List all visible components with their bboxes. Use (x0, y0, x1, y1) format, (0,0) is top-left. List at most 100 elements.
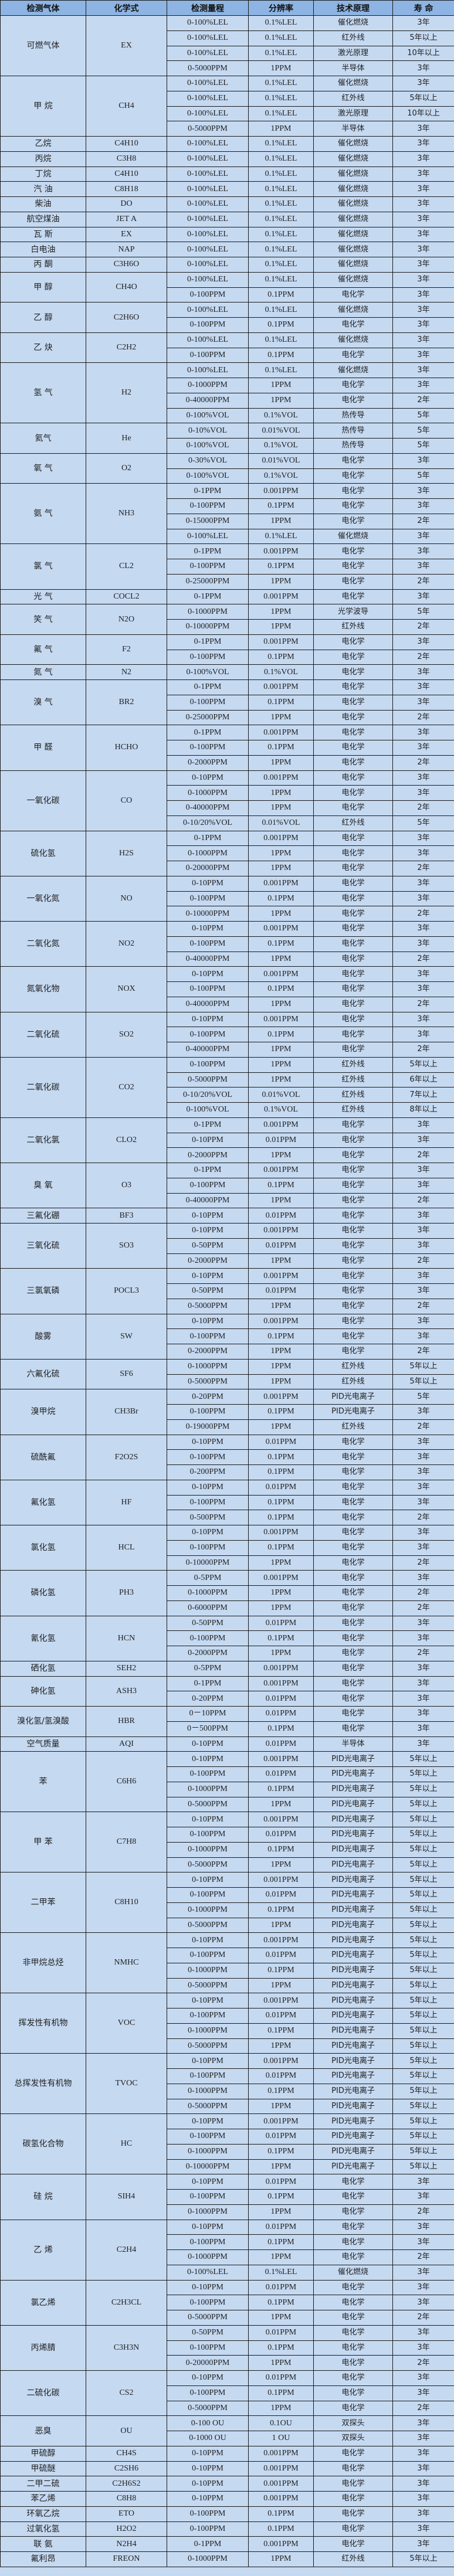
table-row: 0-20000PPM 1PPM 电化学 2年 (1, 861, 454, 876)
principle-cell: 电化学 (313, 2204, 393, 2220)
lifespan-cell: 3年 (392, 1238, 454, 1254)
lifespan-cell: 5年 (392, 423, 454, 439)
resolution-cell: 1PPM (248, 755, 314, 771)
principle-cell: 电化学 (313, 1027, 393, 1042)
table-row: 白电油 NAP 0-100%LEL 0.1%LEL 催化燃烧 3年 (0, 242, 454, 257)
resolution-cell: 0.1%LEL (248, 45, 314, 62)
lifespan-cell: 3年 (392, 317, 454, 333)
lifespan-cell: 3年 (392, 2506, 454, 2522)
range-cell: 0-100%LEL (167, 166, 249, 182)
resolution-cell: 0.1PPM (248, 1781, 314, 1797)
resolution-cell: 1PPM (248, 996, 314, 1012)
range-cell: 0-10000PPM (167, 1555, 249, 1571)
gas-name-cell: 丁烷 (0, 166, 86, 182)
table-row: 0-100%LEL 0.1%LEL 催化燃烧 3年 (1, 2264, 454, 2281)
gas-name-cell: 二氧化硫 (0, 1011, 86, 1058)
lifespan-cell: 3年 (392, 2445, 454, 2462)
formula-cell: HCHO (86, 725, 167, 771)
range-cell: 0-10PPM (167, 1313, 249, 1330)
lifespan-cell: 3年 (392, 1434, 454, 1450)
resolution-cell: 0.1%LEL (248, 15, 314, 31)
gas-name-cell: 苯乙烯 (0, 2491, 86, 2507)
lifespan-cell: 5年以上 (392, 2159, 454, 2175)
lifespan-cell: 3年 (392, 875, 454, 892)
range-cell: 0-20000PPM (167, 2355, 249, 2371)
range-cell: 0-5000PPM (167, 1298, 249, 1314)
gas-name-cell: 丙烯腈 (0, 2324, 86, 2371)
principle-cell: 催化燃烧 (313, 15, 393, 31)
formula-cell: HBR (86, 1706, 167, 1737)
lifespan-cell: 3年 (392, 966, 454, 982)
resolution-cell: 0.1PPM (248, 287, 314, 303)
principle-cell: 催化燃烧 (313, 136, 393, 152)
table-row: 0-100PPM 0.1PPM 电化学 3年 (1, 1630, 454, 1646)
lifespan-cell: 3年 (392, 528, 454, 545)
gas-name-cell: 砷化氢 (0, 1676, 86, 1707)
lifespan-cell: 2年 (392, 392, 454, 409)
principle-cell: 电化学 (313, 1479, 393, 1496)
gas-name-cell: 联 氨 (0, 2536, 86, 2552)
range-cell: 0-40000PPM (167, 800, 249, 816)
table-row: 乙 醇 C2H6O 0-100%LEL 0.1%LEL 催化燃烧 3年 (0, 302, 454, 333)
lifespan-cell: 3年 (392, 740, 454, 756)
resolution-cell: 1PPM (248, 785, 314, 801)
range-cell: 0-100PPM (167, 2189, 249, 2205)
principle-cell: 电化学 (313, 800, 393, 816)
resolution-cell: 0.01PPM (248, 2324, 314, 2341)
lifespan-cell: 3年 (392, 1615, 454, 1632)
range-cell: 0-10PPM (167, 1268, 249, 1284)
resolution-cell: 0.01PPM (248, 2279, 314, 2296)
table-body: 可燃气体 EX 0-100%LEL 0.1%LEL 催化燃烧 3年 0-100%LEL 0.1… (0, 15, 454, 2567)
principle-cell: PID光电离子 (313, 2143, 393, 2160)
principle-cell: 电化学 (313, 2476, 393, 2492)
principle-cell: 红外线 (313, 815, 393, 831)
principle-cell: 电化学 (313, 679, 393, 695)
range-cell: 0-100%LEL (167, 136, 249, 152)
gas-name-cell: 甲 苯 (0, 1812, 86, 1873)
table-row: 0-1000PPM 1PPM 电化学 2年 (1, 1585, 454, 1601)
resolution-cell: 0.001PPM (248, 1812, 314, 1827)
table-row: 0-6000PPM 1PPM 电化学 2年 (1, 1600, 454, 1616)
principle-cell: 催化燃烧 (313, 302, 393, 318)
gas-name-cell: 三氧化硫 (0, 1222, 86, 1269)
lifespan-cell: 3年 (392, 2431, 454, 2446)
lifespan-cell: 5年以上 (392, 1751, 454, 1767)
table-row: 0-100PPM 0.1PPM 电化学 3年 (1, 694, 454, 711)
lifespan-cell: 2年 (392, 1298, 454, 1314)
range-cell: 0-10PPM (167, 2113, 249, 2129)
range-cell: 0-40000PPM (167, 996, 249, 1012)
table-row: 丁烷 C4H10 0-100%LEL 0.1%LEL 催化燃烧 3年 (0, 166, 454, 182)
range-cell: 0-1PPM (167, 725, 249, 740)
lifespan-cell: 3年 (392, 2385, 454, 2401)
range-cell: 0-100PPM (167, 1404, 249, 1420)
lifespan-cell: 2年 (392, 1042, 454, 1058)
table-row: 柴油 DO 0-100%LEL 0.1%LEL 催化燃烧 3年 (0, 196, 454, 212)
principle-cell: 红外线 (313, 30, 393, 46)
range-cell: 0-10PPM (167, 1736, 249, 1752)
table-row: 氟化氢 HF 0-10PPM 0.01PPM 电化学 3年 (0, 1479, 454, 1526)
lifespan-cell: 5年 (392, 1389, 454, 1405)
range-cell: 0-100%LEL (167, 271, 249, 288)
principle-cell: 电化学 (313, 664, 393, 680)
table-row: 六氟化硫 SF6 0-1000PPM 1PPM 红外线 5年以上 (0, 1358, 454, 1390)
table-row: 三氟化硼 BF3 0-10PPM 0.01PPM 电化学 3年 (0, 1208, 454, 1224)
principle-cell: 电化学 (313, 1177, 393, 1194)
range-cell: 0-100PPM (167, 936, 249, 952)
lifespan-cell: 5年以上 (392, 2143, 454, 2160)
table-row: 0-5000PPM 1PPM PID光电离子 5年以上 (1, 1796, 454, 1813)
gas-name-cell: 乙烷 (0, 136, 86, 152)
range-cell: 0-100PPM (167, 2521, 249, 2537)
table-row: 二甲苯 C8H10 0-10PPM 0.001PPM PID光电离子 5年以上 (0, 1872, 454, 1933)
resolution-cell: 1PPM (248, 2249, 314, 2265)
lifespan-cell: 5年以上 (392, 1056, 454, 1073)
gas-name-cell: 氧 气 (0, 453, 86, 484)
resolution-cell: 0.1PPM (248, 498, 314, 514)
resolution-cell: 1PPM (248, 121, 314, 137)
resolution-cell: 0.01PPM (248, 1691, 314, 1707)
formula-cell: NH3 (86, 483, 167, 545)
resolution-cell: 0.001PPM (248, 1268, 314, 1284)
gas-name-cell: 可燃气体 (0, 15, 86, 76)
range-cell: 0-10/20%VOL (167, 815, 249, 831)
lifespan-cell: 2年 (392, 513, 454, 529)
formula-cell: C3H8 (86, 151, 167, 167)
